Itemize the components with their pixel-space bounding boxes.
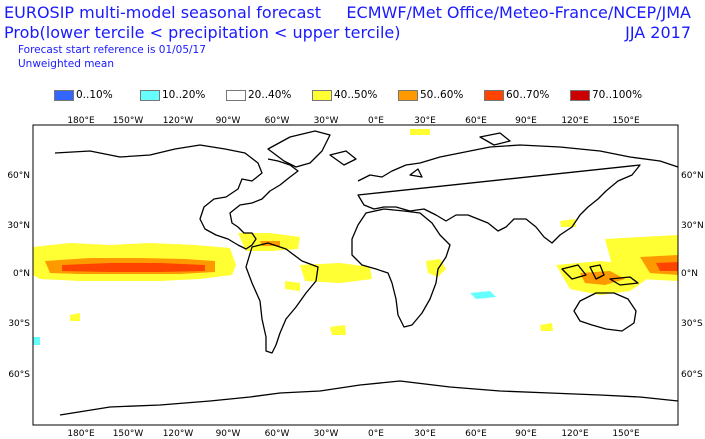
legend-swatch	[54, 90, 74, 101]
legend-label: 40..50%	[334, 89, 378, 101]
lon-label: 0°E	[368, 116, 384, 126]
map-subtitle: Prob(lower tercile < precipitation < upp…	[4, 23, 401, 42]
lat-label: 60°S	[8, 370, 30, 380]
legend-swatch	[140, 90, 160, 101]
legend-label: 70..100%	[592, 89, 643, 101]
lat-label: 30°S	[8, 319, 30, 329]
legend-swatch	[398, 90, 418, 101]
coastlines	[54, 130, 679, 416]
legend-label: 0..10%	[76, 89, 113, 101]
lon-label: 90°W	[216, 429, 241, 439]
lat-label: 30°N	[7, 221, 30, 231]
legend-swatch	[570, 90, 590, 101]
lat-label: 0°N	[13, 269, 30, 279]
legend-label: 10..20%	[162, 89, 206, 101]
latitude-labels-right: 60°N 30°N 0°N 30°S 60°S	[681, 171, 704, 380]
lon-label: 90°E	[515, 116, 537, 126]
lon-label: 120°W	[163, 429, 194, 439]
lat-label: 60°S	[681, 370, 703, 380]
lon-label: 30°W	[314, 116, 339, 126]
lat-label: 60°N	[681, 171, 704, 181]
legend-swatch	[312, 90, 332, 101]
lon-label: 90°W	[216, 116, 241, 126]
lon-label: 180°E	[67, 116, 95, 126]
lon-label: 150°E	[612, 116, 640, 126]
lon-label: 30°E	[414, 116, 436, 126]
lon-label: 60°W	[265, 429, 290, 439]
longitude-labels-top: 180°E 150°W 120°W 90°W 60°W 30°W 0°E 30°…	[67, 116, 640, 126]
legend-swatch	[484, 90, 504, 101]
lon-label: 30°W	[314, 429, 339, 439]
legend-label: 60..70%	[506, 89, 550, 101]
legend-label: 50..60%	[420, 89, 464, 101]
lon-label: 60°W	[265, 116, 290, 126]
lon-label: 120°W	[163, 116, 194, 126]
lon-label: 0°E	[368, 429, 384, 439]
lon-label: 150°E	[612, 429, 640, 439]
forecast-reference: Forecast start reference is 01/05/17	[18, 44, 206, 56]
probability-shading	[33, 129, 678, 345]
longitude-labels-bottom: 180°E 150°W 120°W 90°W 60°W 30°W 0°E 30°…	[67, 429, 640, 439]
lon-label: 90°E	[515, 429, 537, 439]
lat-label: 30°S	[681, 319, 703, 329]
lat-label: 0°N	[681, 269, 698, 279]
lon-label: 30°E	[414, 429, 436, 439]
season-label: JJA 2017	[625, 23, 691, 42]
lon-label: 150°W	[113, 116, 144, 126]
lat-label: 30°N	[681, 221, 704, 231]
lon-label: 120°E	[561, 429, 589, 439]
legend-swatch	[226, 90, 246, 101]
lon-label: 60°E	[465, 429, 487, 439]
lon-label: 120°E	[561, 116, 589, 126]
lat-label: 60°N	[7, 171, 30, 181]
lon-label: 150°W	[113, 429, 144, 439]
probability-legend: 0..10% 10..20% 20..40% 40..50% 50..60% 6…	[0, 89, 705, 103]
lon-label: 180°E	[67, 429, 95, 439]
latitude-labels-left: 60°N 30°N 0°N 30°S 60°S	[7, 171, 30, 380]
world-map: 180°E 150°W 120°W 90°W 60°W 30°W 0°E 30°…	[7, 116, 704, 439]
legend-label: 20..40%	[248, 89, 292, 101]
lon-label: 60°E	[465, 116, 487, 126]
map-title: EUROSIP multi-model seasonal forecast	[4, 3, 321, 22]
weighting-note: Unweighted mean	[18, 58, 114, 70]
centres-label: ECMWF/Met Office/Meteo-France/NCEP/JMA	[346, 3, 691, 22]
map-frame	[32, 124, 679, 426]
